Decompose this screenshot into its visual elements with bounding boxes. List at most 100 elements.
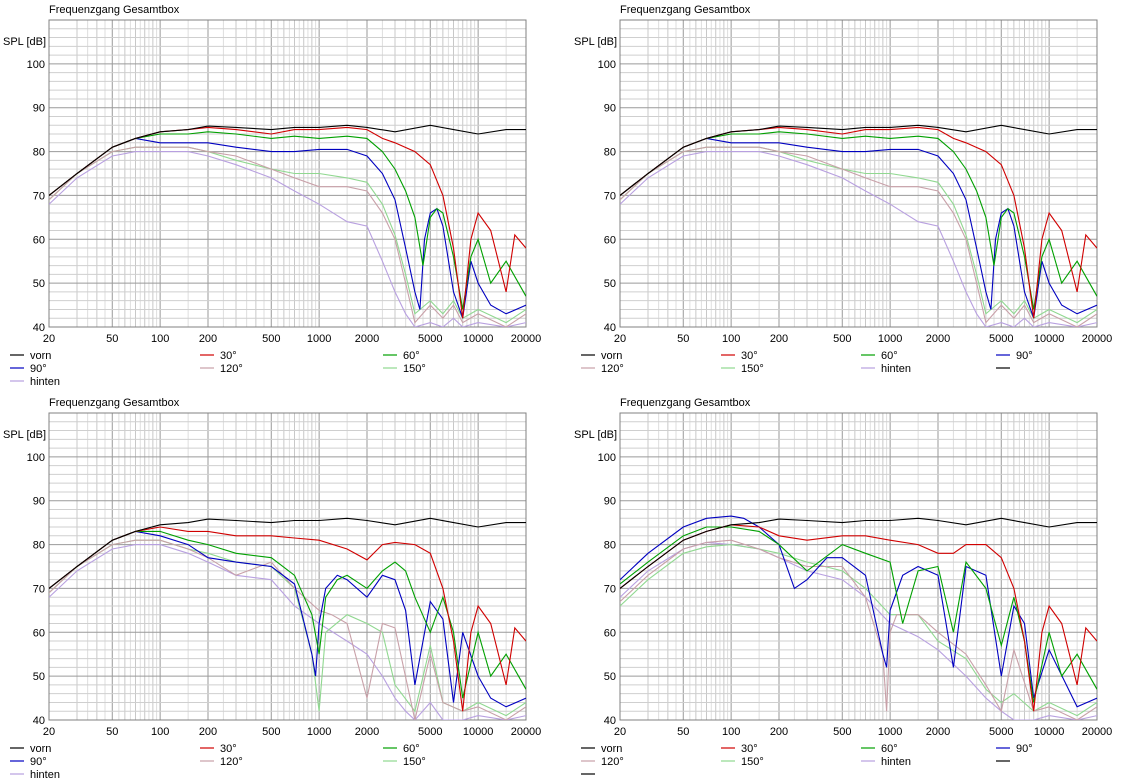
series-line-90deg	[49, 137, 526, 319]
plot-border	[48, 412, 527, 721]
x-tick-label: 500	[262, 726, 280, 738]
x-tick-label: 2000	[926, 333, 950, 345]
y-tick-label: 60	[33, 627, 45, 639]
plot-border	[619, 19, 1098, 328]
legend: vorn 30° 60° 90° 120° 150° hinten	[10, 350, 426, 388]
plot-border	[48, 19, 527, 328]
x-tick-label: 50	[106, 333, 118, 345]
y-tick-label: 50	[33, 671, 45, 683]
legend-label: 60°	[881, 743, 898, 755]
plot-area	[620, 413, 1097, 720]
legend-label: hinten	[881, 756, 911, 768]
y-tick-label: 50	[604, 278, 616, 290]
x-tick-label: 200	[199, 726, 217, 738]
legend-label: vorn	[30, 743, 51, 755]
series-line-vorn	[49, 124, 526, 196]
x-tick-label: 5000	[989, 333, 1013, 345]
x-tick-label: 200	[770, 333, 788, 345]
series-line-60deg	[620, 526, 1097, 703]
x-tick-label: 500	[262, 333, 280, 345]
y-tick-label: 40	[604, 715, 616, 727]
series-line-30deg	[49, 526, 526, 712]
series-group	[49, 517, 526, 720]
y-tick-label: 40	[604, 322, 616, 334]
plot-area	[620, 20, 1097, 327]
series-line-hinten	[49, 151, 526, 327]
y-axis-label: SPL [dB]	[3, 36, 46, 48]
series-line-90deg	[49, 530, 526, 708]
x-tick-label: 200	[199, 333, 217, 345]
plot-area	[49, 413, 526, 720]
x-tick-label: 50	[106, 726, 118, 738]
y-tick-label: 90	[604, 103, 616, 115]
x-tick-label: 20	[614, 726, 626, 738]
x-tick-label: 20000	[1082, 726, 1113, 738]
series-group	[49, 124, 526, 327]
x-tick-label: 50	[677, 333, 689, 345]
y-tick-label: 100	[27, 59, 45, 71]
x-tick-label: 100	[151, 726, 169, 738]
y-tick-label: 70	[604, 190, 616, 202]
series-line-vorn	[620, 517, 1097, 589]
chart-panel-4: Frequenzgang GesamtboxRichtungen vorne u…	[574, 397, 1113, 775]
series-line-90deg	[620, 137, 1097, 319]
x-tick-label: 50	[677, 726, 689, 738]
series-line-vorn	[49, 517, 526, 589]
y-tick-label: 60	[604, 627, 616, 639]
legend-label: 120°	[220, 363, 243, 375]
x-tick-label: 20	[43, 333, 55, 345]
x-tick-label: 100	[722, 333, 740, 345]
y-tick-label: 70	[33, 583, 45, 595]
legend-label: 90°	[1016, 350, 1033, 362]
legend-label: 150°	[403, 363, 426, 375]
legend-label: 150°	[741, 363, 764, 375]
legend-label: hinten	[30, 376, 60, 388]
legend-label: vorn	[30, 350, 51, 362]
legend: vorn 30° 60° 90° 120° 150° hinten	[581, 743, 1033, 775]
y-tick-label: 90	[604, 496, 616, 508]
x-tick-label: 20	[614, 333, 626, 345]
chart-panel-3: Frequenzgang GesamtboxRichtungen vorne u…	[3, 397, 541, 781]
plot-border	[619, 412, 1098, 721]
chart-panel-2: Frequenzgang GesamtboxRichtungen vorne u…	[574, 4, 1112, 375]
legend-label: 90°	[30, 363, 47, 375]
series-line-hinten	[620, 151, 1097, 327]
x-tick-label: 10000	[463, 726, 494, 738]
legend-label: 90°	[1016, 743, 1033, 755]
series-group	[620, 515, 1097, 720]
x-tick-label: 10000	[1034, 726, 1065, 738]
chart-title: Frequenzgang Gesamtbox	[49, 4, 180, 16]
x-tick-label: 100	[151, 333, 169, 345]
series-line-120deg	[620, 146, 1097, 327]
x-tick-label: 200	[770, 726, 788, 738]
y-tick-label: 100	[27, 452, 45, 464]
legend-label: 60°	[403, 743, 420, 755]
series-group	[620, 124, 1097, 327]
legend-label: 60°	[403, 350, 420, 362]
grid	[49, 19, 526, 328]
legend: vorn 30° 60° 90° 120° 150° hinten	[581, 350, 1033, 375]
y-axis-label: SPL [dB]	[574, 429, 617, 441]
chart-panel-1: Frequenzgang GesamtboxRichtungen vorne u…	[3, 4, 541, 388]
legend-label: vorn	[601, 743, 622, 755]
series-line-vorn	[620, 124, 1097, 196]
legend-label: 30°	[220, 350, 237, 362]
legend-label: 30°	[741, 743, 758, 755]
series-line-30deg	[620, 524, 1097, 712]
x-tick-label: 2000	[926, 726, 950, 738]
legend-label: 120°	[601, 363, 624, 375]
legend-label: hinten	[881, 363, 911, 375]
y-tick-label: 70	[604, 583, 616, 595]
x-tick-label: 20000	[511, 726, 542, 738]
grid	[620, 412, 1097, 721]
legend-label: vorn	[601, 350, 622, 362]
y-tick-label: 100	[598, 59, 616, 71]
x-tick-label: 20000	[1082, 333, 1113, 345]
y-axis-label: SPL [dB]	[3, 429, 46, 441]
x-tick-label: 1000	[878, 333, 902, 345]
legend-label: hinten	[30, 769, 60, 781]
y-tick-label: 80	[604, 147, 616, 159]
legend-label: 30°	[220, 743, 237, 755]
legend-label: 60°	[881, 350, 898, 362]
legend-label: 120°	[220, 756, 243, 768]
